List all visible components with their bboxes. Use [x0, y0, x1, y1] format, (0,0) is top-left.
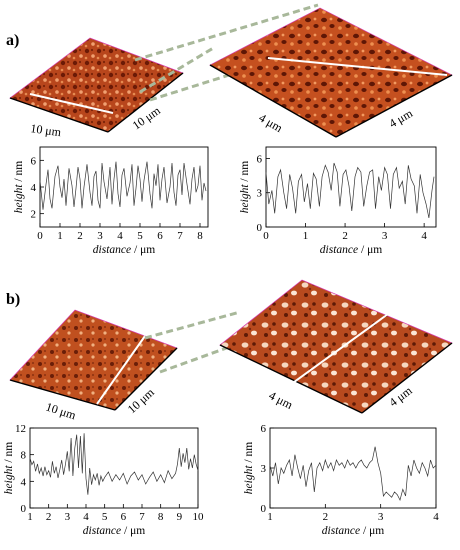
y-axis-label-unit: / nm: [13, 161, 25, 185]
x-tick-label: 2: [323, 511, 329, 523]
x-tick-label: 6: [121, 511, 127, 523]
x-tick-label: 1: [303, 230, 309, 242]
plot-frame: [29, 427, 199, 509]
y-axis-label: height / nm: [239, 161, 251, 213]
x-tick-label: 7: [177, 230, 183, 242]
height-profile-series: [29, 433, 199, 495]
x-tick-label: 3: [378, 511, 384, 523]
height-profile-chart-a-right: 0 1 2 3 4 0 3 6 distance / μm height / nm: [239, 146, 437, 256]
x-tick-label: 4: [421, 230, 427, 242]
size-label-a-zoom-x: 4 μm: [257, 110, 286, 135]
plot-frame: [269, 427, 437, 509]
x-axis-label: distance / μm: [320, 244, 382, 256]
panel-label-b: b): [6, 291, 20, 308]
x-axis-label-unit: / μm: [131, 244, 155, 256]
afm-surface-a-zoom: [209, 7, 453, 138]
x-axis-label-quantity: distance: [320, 244, 358, 256]
x-tick-label: 0: [37, 230, 43, 242]
y-axis-label: height / nm: [3, 442, 15, 494]
y-tick-label: 4: [31, 182, 37, 194]
x-tick-label: 8: [158, 511, 164, 523]
zoom-connector-b: [144, 310, 241, 374]
y-tick-label: 3: [257, 188, 263, 200]
x-tick-label: 1: [57, 230, 63, 242]
y-tick-label: 6: [31, 155, 37, 167]
x-tick-label: 4: [83, 511, 89, 523]
y-tick-label: 2: [31, 209, 37, 221]
x-tick-label: 0: [263, 230, 269, 242]
x-tick-label: 6: [157, 230, 163, 242]
y-tick-label: 0: [257, 222, 263, 234]
y-tick-label: 8: [21, 450, 27, 462]
afm-surface-b-overview: [9, 309, 178, 411]
x-axis-label: distance / μm: [93, 244, 155, 256]
y-axis-label-unit: / nm: [239, 161, 251, 185]
x-axis-label-quantity: distance: [93, 244, 131, 256]
x-axis-label: distance / μm: [83, 525, 145, 537]
height-profile-series: [265, 162, 435, 218]
y-tick-label: 12: [15, 423, 26, 435]
profile-line-b-overview: [96, 335, 146, 405]
y-tick-label: 0: [261, 503, 267, 515]
x-tick-label: 5: [102, 511, 108, 523]
x-tick-label: 2: [77, 230, 83, 242]
size-label-b-zoom-x: 4 μm: [267, 388, 296, 412]
profile-line-a-overview: [29, 93, 114, 114]
x-tick-label: 1: [267, 511, 273, 523]
x-tick-label: 4: [433, 511, 439, 523]
height-profile-chart-b-right: 1 2 3 4 0 3 6 distance / μm height / nm: [243, 423, 439, 537]
x-tick-label: 8: [197, 230, 203, 242]
x-tick-label: 3: [382, 230, 388, 242]
y-axis-label: height / nm: [243, 442, 255, 494]
size-label-a-zoom-y: 4 μm: [387, 106, 416, 131]
y-axis-label-quantity: height: [243, 465, 255, 495]
height-profile-series: [269, 446, 437, 501]
afm-surface-a-overview: [9, 37, 184, 133]
x-tick-label: 5: [137, 230, 143, 242]
x-tick-label: 3: [97, 230, 103, 242]
x-tick-label: 2: [342, 230, 348, 242]
y-tick-label: 4: [21, 476, 27, 488]
profile-line-b-zoom: [289, 313, 389, 386]
x-tick-label: 4: [117, 230, 123, 242]
y-tick-label: 6: [261, 423, 267, 435]
x-axis-label-quantity: distance: [83, 525, 121, 537]
size-label-b-overview-x: 10 μm: [44, 400, 78, 423]
y-axis-label-unit: / nm: [243, 442, 255, 466]
profile-line-a-zoom: [267, 57, 448, 76]
x-tick-label: 3: [65, 511, 71, 523]
y-tick-label: 6: [257, 153, 263, 165]
x-tick-label: 9: [177, 511, 183, 523]
x-axis-label-unit: / μm: [121, 525, 145, 537]
plot-frame: [265, 146, 437, 228]
x-tick-label: 7: [139, 511, 145, 523]
size-label-a-overview-x: 10 μm: [30, 121, 63, 139]
x-axis-label-quantity: distance: [322, 525, 360, 537]
y-tick-label: 0: [21, 503, 27, 515]
x-tick-label: 2: [46, 511, 52, 523]
panel-label-a: a): [6, 32, 19, 49]
height-profile-series: [39, 161, 207, 210]
x-tick-label: 10: [193, 511, 205, 523]
y-axis-label-unit: / nm: [3, 442, 15, 466]
x-tick-label: 1: [27, 511, 33, 523]
y-axis-label: height / nm: [13, 161, 25, 213]
y-axis-label-quantity: height: [239, 184, 251, 214]
y-axis-label-quantity: height: [13, 184, 25, 214]
x-axis-label: distance / μm: [322, 525, 384, 537]
y-tick-label: 3: [261, 463, 267, 475]
x-axis-label-unit: / μm: [360, 525, 384, 537]
y-axis-label-quantity: height: [3, 465, 15, 495]
x-axis-label-unit: / μm: [358, 244, 382, 256]
afm-surface-b-zoom: [219, 279, 453, 414]
